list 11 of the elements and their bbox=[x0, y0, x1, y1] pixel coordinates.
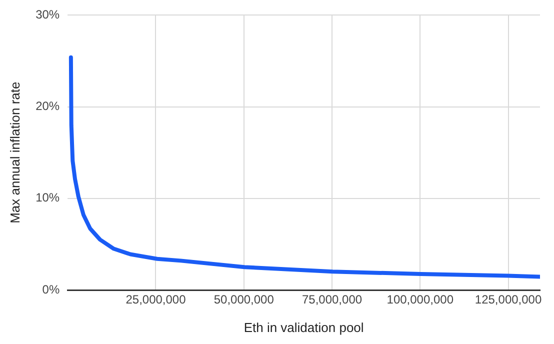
y-tick-label: 10% bbox=[36, 190, 60, 205]
x-tick-label: 50,000,000 bbox=[214, 292, 274, 307]
x-tick-label: 25,000,000 bbox=[126, 292, 186, 307]
x-tick-label: 100,000,000 bbox=[386, 292, 454, 307]
x-tick-label: 75,000,000 bbox=[302, 292, 362, 307]
y-axis-title: Max annual inflation rate bbox=[7, 82, 22, 224]
y-tick-label: 30% bbox=[36, 8, 60, 22]
x-tick-label: 125,000,000 bbox=[474, 292, 542, 307]
y-tick-label: 20% bbox=[36, 99, 60, 114]
y-tick-label: 0% bbox=[42, 282, 60, 296]
x-axis-title: Eth in validation pool bbox=[244, 320, 364, 335]
